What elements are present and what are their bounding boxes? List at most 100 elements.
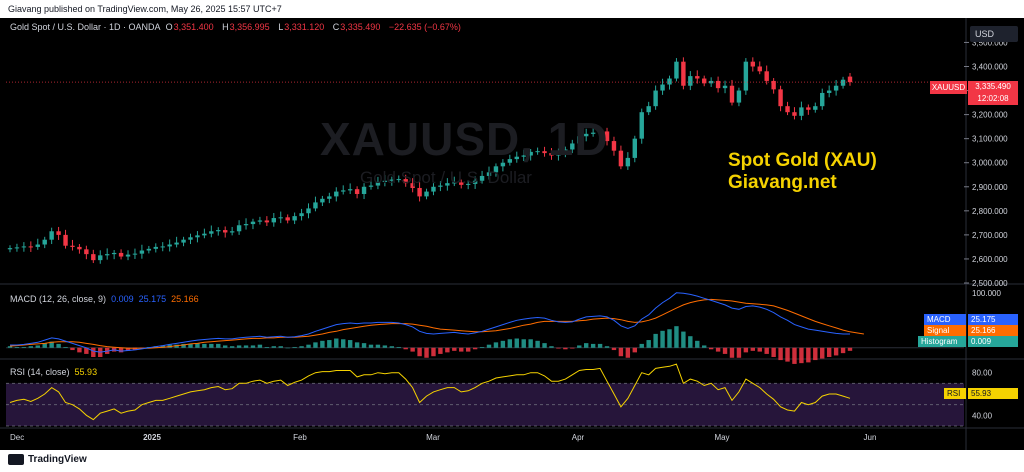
- candle-up: [341, 190, 346, 192]
- macd-histogram-bar: [715, 347, 721, 352]
- macd-histogram-bar: [250, 345, 256, 348]
- macd-histogram-bar: [764, 347, 769, 354]
- macd-histogram-bar: [799, 347, 804, 364]
- macd-histogram-bar: [334, 338, 339, 348]
- macd-histogram-bar: [681, 331, 686, 348]
- close-key: C: [332, 22, 340, 32]
- macd-histogram-bar: [341, 339, 346, 348]
- candle-down: [77, 246, 82, 250]
- macd-histogram-bar: [21, 346, 27, 348]
- currency-button[interactable]: USD: [970, 26, 1018, 42]
- macd-histogram-bar: [792, 347, 797, 364]
- candle-up: [667, 78, 672, 85]
- candle-down: [771, 80, 776, 90]
- macd-histogram-bar: [236, 345, 242, 348]
- open-key: O: [165, 22, 173, 32]
- candle-up: [521, 155, 526, 157]
- candle-up: [146, 248, 152, 251]
- candle-up: [389, 179, 395, 181]
- candle-down: [354, 189, 360, 194]
- candle-down: [285, 217, 290, 221]
- brand-line-1: Spot Gold (XAU): [728, 150, 877, 171]
- candle-up: [493, 166, 499, 173]
- candle-up: [556, 154, 561, 156]
- macd-tag-value: 25.175: [968, 314, 1018, 325]
- candle-up: [334, 191, 339, 197]
- macd-histogram-bar: [49, 341, 54, 348]
- candle-down: [695, 76, 700, 79]
- macd-histogram-bar: [299, 346, 304, 348]
- macd-histogram-bar: [278, 346, 283, 348]
- candle-up: [236, 225, 242, 232]
- candle-up: [486, 172, 492, 176]
- candle-down: [264, 220, 270, 223]
- macd-histogram-bar: [639, 343, 644, 348]
- candle-up: [35, 244, 40, 247]
- publish-info: Giavang published on TradingView.com, Ma…: [8, 4, 282, 14]
- candle-up: [257, 220, 263, 222]
- macd-histogram-bar: [695, 340, 700, 348]
- macd-histogram-bar: [424, 347, 429, 358]
- high-key: H: [222, 22, 229, 32]
- macd-histogram-bar: [438, 347, 443, 354]
- macd-histogram-bar: [847, 347, 853, 351]
- candle-up: [590, 132, 596, 134]
- histogram-tag: Histogram: [918, 336, 966, 347]
- macd-histogram-bar: [132, 347, 138, 351]
- macd-histogram-bar: [410, 347, 415, 352]
- candle-up: [799, 107, 804, 116]
- candle-up: [299, 213, 304, 217]
- signal-tag: Signal: [924, 325, 966, 336]
- candle-down: [702, 78, 707, 84]
- macd-axis-label: 100.000: [972, 289, 1001, 298]
- candle-up: [243, 224, 249, 226]
- candle-up: [438, 185, 443, 187]
- macd-histogram-bar: [403, 347, 408, 350]
- macd-histogram-bar: [465, 347, 471, 352]
- macd-histogram-bar: [813, 347, 818, 361]
- macd-histogram-bar: [493, 342, 499, 348]
- candle-up: [292, 216, 297, 221]
- chart-area[interactable]: 3,500.0003,400.0003,300.0003,200.0003,10…: [0, 18, 1024, 450]
- chart-canvas[interactable]: 3,500.0003,400.0003,300.0003,200.0003,10…: [0, 18, 1024, 450]
- macd-histogram-bar: [77, 347, 82, 353]
- macd-histogram-bar: [257, 344, 263, 348]
- candle-up: [500, 162, 506, 167]
- rsi-axis-label: 40.00: [972, 411, 993, 420]
- candle-down: [729, 85, 735, 103]
- publish-header: Giavang published on TradingView.com, Ma…: [0, 0, 1024, 18]
- macd-histogram-bar: [63, 346, 68, 348]
- price-tick-label: 3,100.000: [972, 135, 1008, 144]
- rsi-title: RSI (14, close): [10, 367, 70, 377]
- candle-up: [181, 239, 186, 243]
- macd-histogram-bar: [653, 333, 658, 348]
- signal-tag-value: 25.166: [968, 325, 1018, 336]
- candle-up: [646, 106, 651, 113]
- price-tick-label: 3,500.000: [972, 38, 1008, 47]
- macd-histogram-bar: [7, 346, 13, 348]
- candle-up: [632, 138, 637, 158]
- candle-up: [167, 244, 172, 247]
- macd-histogram-bar: [35, 345, 40, 348]
- candle-up: [174, 242, 179, 245]
- candle-up: [188, 237, 193, 240]
- rsi-legend[interactable]: RSI (14, close) 55.93: [10, 367, 97, 377]
- macd-histogram-bar: [479, 346, 485, 348]
- macd-histogram-bar: [459, 347, 464, 352]
- candle-down: [785, 106, 790, 113]
- brand-overlay: Spot Gold (XAU) Giavang.net: [728, 150, 877, 194]
- macd-legend[interactable]: MACD (12, 26, close, 9) 0.009 25.175 25.…: [10, 294, 199, 304]
- macd-histogram-bar: [209, 343, 214, 348]
- macd-histogram-bar: [264, 346, 270, 348]
- candle-down: [70, 245, 75, 247]
- candle-down: [84, 249, 89, 255]
- candle-up: [528, 151, 533, 156]
- change-value: −22.635 (−0.67%): [388, 22, 461, 32]
- macd-histogram-bar: [507, 339, 513, 348]
- macd-histogram-bar: [56, 343, 61, 348]
- tradingview-logo[interactable]: TradingView: [8, 454, 87, 465]
- macd-hist-value: 0.009: [111, 294, 134, 304]
- macd-histogram-bar: [354, 342, 360, 348]
- macd-histogram-bar: [285, 347, 290, 349]
- price-tick-label: 3,400.000: [972, 62, 1008, 71]
